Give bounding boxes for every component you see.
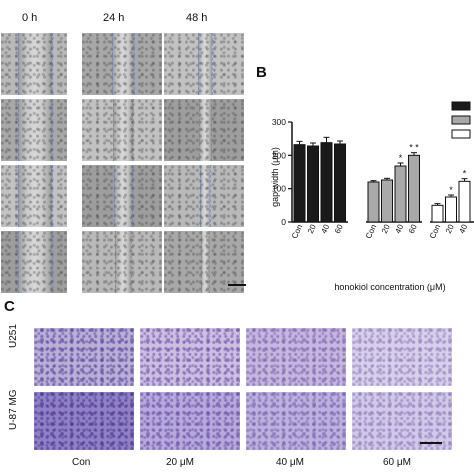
x-tick-label: Con xyxy=(364,223,378,240)
bar xyxy=(320,142,333,223)
col-label-40um: 40 μM xyxy=(276,457,304,468)
wound-image xyxy=(81,32,163,96)
panel-c-label: C xyxy=(4,298,15,315)
transwell-image xyxy=(34,328,134,386)
wound-image xyxy=(163,164,245,228)
col-label-con: Con xyxy=(72,457,91,468)
scale-bar xyxy=(228,284,246,286)
bar xyxy=(307,145,319,223)
x-tick-label: 20 xyxy=(444,223,456,235)
transwell-image xyxy=(140,392,240,450)
wound-image xyxy=(81,98,163,162)
transwell-image xyxy=(246,392,346,450)
wound-image xyxy=(81,164,163,228)
significance-marker: * * xyxy=(409,143,419,153)
x-tick-label: Con xyxy=(428,223,442,240)
wound-image xyxy=(81,230,163,294)
significance-marker: * xyxy=(463,169,467,179)
time-label-48h: 48 h xyxy=(186,12,208,24)
y-tick-label: 100 xyxy=(272,184,286,194)
col-label-20um: 20 μM xyxy=(166,457,194,468)
wound-image xyxy=(0,230,68,294)
significance-marker: * xyxy=(449,185,453,195)
row-label-u251: U251 xyxy=(8,324,19,348)
wound-image xyxy=(163,98,245,162)
scale-bar-c xyxy=(420,442,442,444)
bar xyxy=(381,179,393,223)
x-tick-label: 60 xyxy=(333,223,345,235)
x-tick-label: Con xyxy=(290,223,304,240)
x-tick-label: 20 xyxy=(380,223,392,235)
legend-swatch xyxy=(451,101,471,111)
transwell-image xyxy=(140,328,240,386)
col-label-60um: 60 μM xyxy=(383,457,411,468)
wound-image xyxy=(0,98,68,162)
time-label-24h: 24 h xyxy=(103,12,125,24)
wound-image xyxy=(0,32,68,96)
transwell-image xyxy=(246,328,346,386)
legend-swatch xyxy=(451,129,471,139)
y-tick-label: 300 xyxy=(272,117,286,127)
wound-image xyxy=(163,230,245,294)
y-tick-label: 200 xyxy=(272,150,286,160)
bar xyxy=(445,196,457,223)
x-tick-label: 20 xyxy=(306,223,318,235)
bar xyxy=(367,181,380,223)
wound-image xyxy=(0,164,68,228)
y-axis-label: gap width (μm) xyxy=(270,147,280,207)
transwell-image xyxy=(352,328,452,386)
wound-image xyxy=(163,32,245,96)
transwell-image xyxy=(34,392,134,450)
x-tick-label: 60 xyxy=(407,223,419,235)
panel-b-label: B xyxy=(256,64,267,81)
x-tick-label: 40 xyxy=(319,223,331,235)
transwell-image xyxy=(352,392,452,450)
significance-marker: * xyxy=(399,153,403,163)
bar xyxy=(334,143,346,223)
x-axis-label: honokiol concentration (μM) xyxy=(334,282,445,292)
bar xyxy=(431,204,444,223)
x-tick-label: 40 xyxy=(457,223,469,235)
time-label-0h: 0 h xyxy=(22,12,38,24)
y-tick-label: 0 xyxy=(281,217,286,227)
row-label-u87mg: U-87 MG xyxy=(8,389,19,430)
bar xyxy=(293,144,306,223)
x-tick-label: 40 xyxy=(393,223,405,235)
bar xyxy=(458,180,471,223)
legend-swatch xyxy=(451,115,471,125)
bar xyxy=(408,154,420,223)
bar xyxy=(394,165,407,223)
